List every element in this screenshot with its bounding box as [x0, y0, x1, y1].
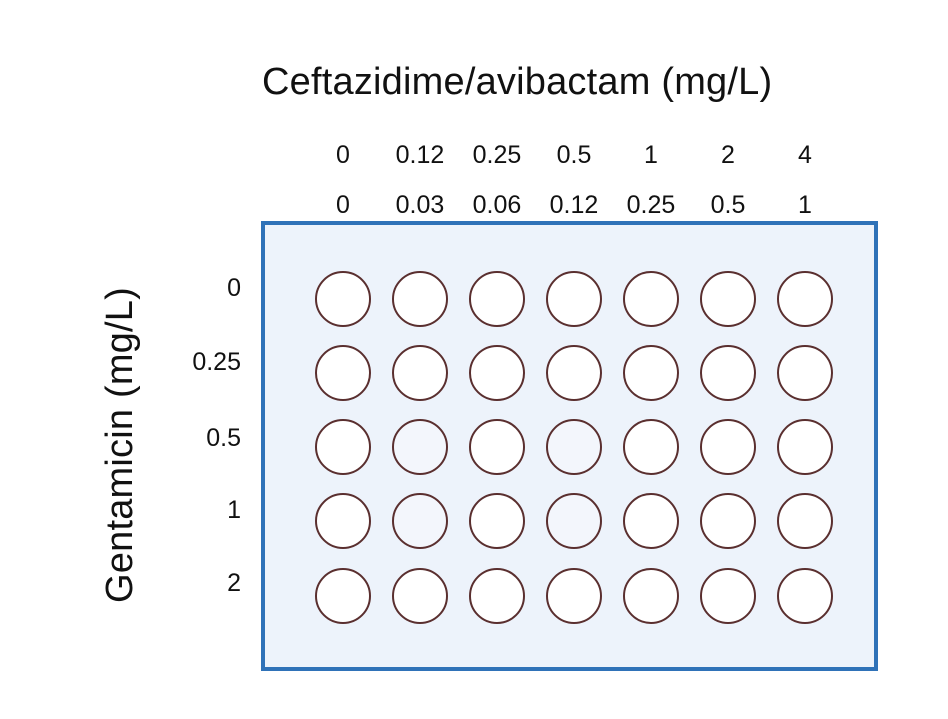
well	[315, 568, 371, 624]
ceftazidime-conc-label: 2	[688, 140, 768, 170]
well	[623, 493, 679, 549]
well	[777, 493, 833, 549]
ceftazidime-conc-label: 1	[611, 140, 691, 170]
well	[546, 568, 602, 624]
well-plate	[261, 221, 878, 671]
avibactam-conc-label: 0	[303, 190, 383, 220]
avibactam-conc-label: 0.06	[457, 190, 537, 220]
well	[623, 568, 679, 624]
gentamicin-conc-label: 0.25	[161, 347, 241, 377]
well	[469, 568, 525, 624]
well	[623, 345, 679, 401]
avibactam-conc-label: 0.25	[611, 190, 691, 220]
y-axis-title: Gentamicin (mg/L)	[96, 287, 144, 603]
gentamicin-conc-label: 0.5	[161, 423, 241, 453]
well	[315, 345, 371, 401]
well	[777, 271, 833, 327]
well	[546, 271, 602, 327]
well	[315, 419, 371, 475]
gentamicin-conc-label: 0	[161, 273, 241, 303]
well	[700, 568, 756, 624]
well	[392, 568, 448, 624]
well	[623, 419, 679, 475]
well	[315, 271, 371, 327]
avibactam-conc-label: 0.5	[688, 190, 768, 220]
well	[700, 493, 756, 549]
well	[469, 419, 525, 475]
avibactam-conc-label: 1	[765, 190, 845, 220]
avibactam-conc-label: 0.12	[534, 190, 614, 220]
ceftazidime-conc-label: 0.12	[380, 140, 460, 170]
x-axis-title: Ceftazidime/avibactam (mg/L)	[262, 58, 842, 106]
ceftazidime-conc-label: 0.25	[457, 140, 537, 170]
well	[546, 419, 602, 475]
well	[392, 271, 448, 327]
well	[623, 271, 679, 327]
ceftazidime-conc-label: 0	[303, 140, 383, 170]
well	[700, 419, 756, 475]
gentamicin-conc-label: 2	[161, 568, 241, 598]
well	[469, 271, 525, 327]
well	[700, 345, 756, 401]
well	[546, 345, 602, 401]
well	[777, 568, 833, 624]
ceftazidime-conc-label: 4	[765, 140, 845, 170]
well	[469, 345, 525, 401]
well	[546, 493, 602, 549]
well	[777, 345, 833, 401]
gentamicin-conc-label: 1	[161, 495, 241, 525]
ceftazidime-conc-label: 0.5	[534, 140, 614, 170]
well	[392, 493, 448, 549]
well	[469, 493, 525, 549]
well	[700, 271, 756, 327]
well	[392, 345, 448, 401]
well	[777, 419, 833, 475]
avibactam-conc-label: 0.03	[380, 190, 460, 220]
well	[392, 419, 448, 475]
well	[315, 493, 371, 549]
